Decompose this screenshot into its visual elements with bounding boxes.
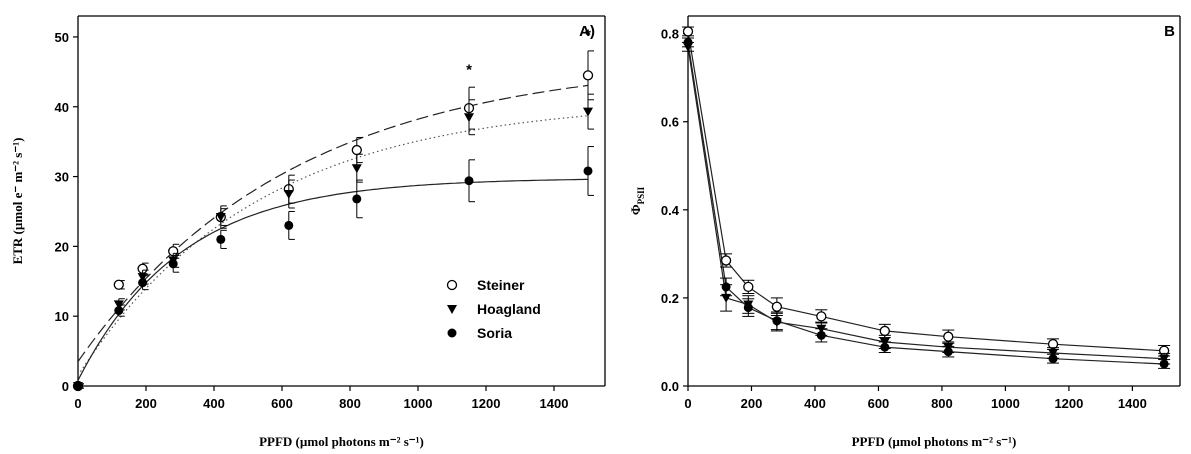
data-point-steiner xyxy=(351,144,362,156)
y-tick-label: 0.6 xyxy=(661,115,679,130)
x-tick-label: 800 xyxy=(339,396,361,411)
data-point-steiner xyxy=(879,325,890,337)
data-point-soria xyxy=(943,347,953,357)
data-point-steiner xyxy=(113,279,124,290)
x-axis-label: PPFD (µmol photons m⁻² s⁻¹) xyxy=(852,434,1017,449)
x-tick-label: 200 xyxy=(135,396,157,411)
y-tick-label: 0.0 xyxy=(661,379,679,394)
data-point-soria xyxy=(1048,354,1058,364)
data-point-hoagland xyxy=(351,164,362,174)
x-tick-label: 1400 xyxy=(540,396,569,411)
legend-label-hoagland: Hoagland xyxy=(477,301,541,317)
data-point-soria xyxy=(683,37,693,47)
x-tick-label: 1200 xyxy=(472,396,501,411)
data-point-soria xyxy=(216,234,226,244)
y-axis-label: ΦPSII xyxy=(628,186,646,215)
y-tick-label: 0.8 xyxy=(661,27,679,42)
data-point-soria xyxy=(772,316,782,326)
legend-marker-soria xyxy=(447,328,457,338)
panel-label: B xyxy=(1164,23,1175,40)
data-point-steiner xyxy=(743,281,754,293)
y-tick-label: 50 xyxy=(55,30,69,45)
data-point-soria xyxy=(464,176,474,186)
data-point-soria xyxy=(1159,359,1169,369)
data-point-soria xyxy=(743,303,753,313)
x-tick-label: 200 xyxy=(741,396,763,411)
series-line-soria xyxy=(687,42,1165,365)
y-tick-label: 0.4 xyxy=(661,203,680,218)
legend-label-soria: Soria xyxy=(477,325,512,341)
data-point-steiner xyxy=(771,301,783,312)
x-axis-label: PPFD (µmol photons m⁻² s⁻¹) xyxy=(259,434,424,449)
x-tick-label: 400 xyxy=(203,396,225,411)
data-point-hoagland xyxy=(1048,348,1059,358)
data-point-steiner xyxy=(720,255,732,266)
x-tick-label: 600 xyxy=(271,396,293,411)
y-tick-label: 40 xyxy=(55,100,69,115)
fit-curve-steiner xyxy=(77,84,589,362)
data-point-soria xyxy=(138,278,148,288)
data-point-soria xyxy=(73,381,83,391)
data-point-soria xyxy=(721,282,731,292)
data-point-soria xyxy=(880,342,890,352)
y-tick-label: 0 xyxy=(62,379,69,394)
x-tick-label: 1000 xyxy=(991,396,1020,411)
chart-panel-a: 0 200 400 600 800 1000 1200 1400 0 10 20 30 40 50 PPFD… xyxy=(10,15,606,449)
data-point-steiner xyxy=(816,311,827,322)
data-point-steiner xyxy=(582,70,594,81)
data-point-soria xyxy=(816,330,826,340)
data-point-soria xyxy=(284,220,294,230)
significance-star: * xyxy=(585,26,591,43)
data-point-soria xyxy=(583,166,593,176)
chart-panel-b: 0 200 400 600 800 1000 1200 1400 0.0 0.2 0.4 0.6 0.8… xyxy=(628,15,1181,449)
data-point-hoagland xyxy=(283,190,294,200)
x-tick-label: 0 xyxy=(684,396,691,411)
data-point-soria xyxy=(168,259,178,269)
data-point-soria xyxy=(114,306,124,316)
fit-curve-soria xyxy=(77,178,588,381)
legend-label-steiner: Steiner xyxy=(477,277,525,293)
panel-label: A) xyxy=(579,23,595,40)
x-tick-label: 400 xyxy=(804,396,826,411)
x-tick-label: 1000 xyxy=(404,396,433,411)
significance-star: * xyxy=(466,61,472,78)
data-point-hoagland xyxy=(215,213,226,223)
x-tick-label: 800 xyxy=(931,396,953,411)
y-tick-label: 10 xyxy=(55,309,69,324)
legend-marker-steiner xyxy=(446,279,458,291)
series-line-hoagland xyxy=(687,46,1165,360)
data-point-soria xyxy=(352,194,362,204)
data-point-hoagland xyxy=(464,113,474,123)
data-point-steiner xyxy=(943,331,954,342)
x-tick-label: 1400 xyxy=(1118,396,1147,411)
x-tick-label: 0 xyxy=(74,396,81,411)
x-tick-label: 600 xyxy=(868,396,890,411)
legend-marker-hoagland xyxy=(447,305,457,314)
x-tick-label: 1200 xyxy=(1054,396,1083,411)
y-axis-label-sub: PSII xyxy=(636,186,646,204)
y-axis-label: ETR (µmol e⁻ m⁻² s⁻¹) xyxy=(10,138,25,265)
data-point-hoagland xyxy=(583,107,593,117)
y-tick-label: 0.2 xyxy=(661,291,679,306)
y-tick-label: 30 xyxy=(55,170,69,185)
data-point-steiner xyxy=(682,26,694,37)
series-line-steiner xyxy=(687,31,1165,352)
y-tick-label: 20 xyxy=(55,239,69,254)
y-axis-label-main: Φ xyxy=(628,204,643,215)
